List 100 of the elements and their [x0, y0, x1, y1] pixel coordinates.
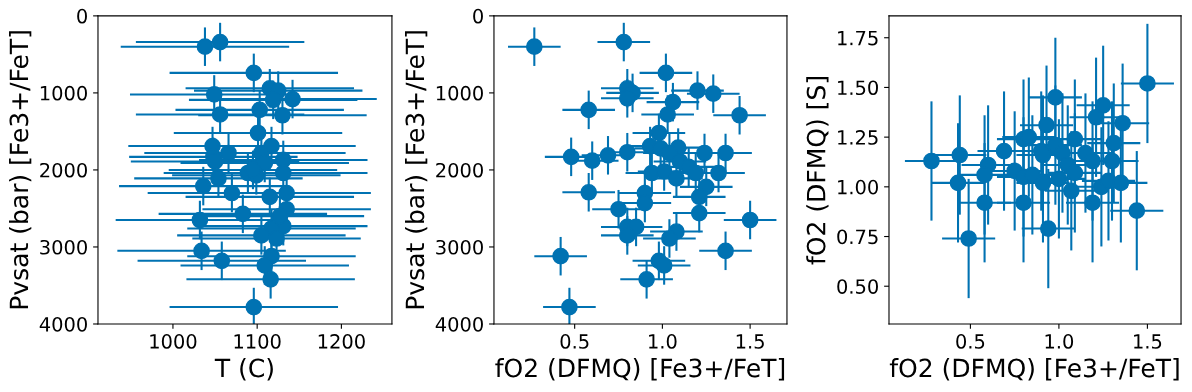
- point: [561, 298, 578, 316]
- point: [717, 144, 734, 162]
- point: [1112, 174, 1130, 192]
- point: [211, 33, 229, 51]
- point: [615, 33, 633, 51]
- point: [1087, 108, 1105, 126]
- point: [923, 152, 940, 170]
- x-tick-label: 1000: [150, 334, 197, 349]
- point: [213, 252, 231, 270]
- point: [1050, 170, 1068, 188]
- y-tick-label: 1.75: [838, 30, 878, 46]
- y-axis-title: Pvsat (bar) [Fe3+/FeT]: [9, 31, 32, 309]
- point: [278, 184, 295, 202]
- point: [1015, 194, 1032, 212]
- point: [995, 142, 1013, 160]
- point: [245, 64, 263, 82]
- point: [689, 82, 706, 99]
- y-axis-title: Pvsat (bar) [Fe3+/FeT]: [405, 31, 428, 309]
- point: [704, 85, 722, 103]
- y-tick-label: 0: [77, 8, 87, 24]
- y-tick-label: 1000: [436, 85, 483, 101]
- point: [196, 38, 214, 56]
- point: [1084, 152, 1101, 170]
- x-tick-label: 1.0: [1045, 334, 1074, 349]
- point: [274, 106, 291, 124]
- y-tick-label: 4000: [435, 316, 483, 332]
- point: [949, 174, 967, 192]
- point: [650, 124, 668, 142]
- point: [1084, 194, 1101, 212]
- point: [710, 164, 727, 182]
- point: [655, 163, 673, 180]
- y-tick-label: 3000: [436, 239, 483, 255]
- point: [211, 106, 229, 123]
- x-axis-title: fO2 (DFMQ) [Fe3+/FeT]: [889, 358, 1179, 381]
- point: [1038, 116, 1055, 134]
- point: [687, 164, 705, 182]
- point: [580, 183, 598, 201]
- point: [610, 200, 627, 218]
- x-axis-title: T (C): [214, 358, 273, 381]
- point: [976, 194, 993, 212]
- y-tick-label: 1.50: [838, 80, 878, 96]
- point: [284, 90, 301, 108]
- y-tick-label: 4000: [39, 316, 87, 332]
- point: [261, 188, 279, 206]
- point: [256, 257, 274, 274]
- point: [249, 124, 267, 142]
- point: [193, 242, 210, 260]
- point: [1066, 164, 1084, 182]
- point: [690, 204, 708, 222]
- point: [1128, 202, 1146, 220]
- point: [562, 148, 580, 166]
- point: [274, 164, 292, 182]
- point: [1139, 75, 1156, 92]
- y-tick-label: 0.75: [837, 229, 878, 245]
- x-tick-label: 1.5: [736, 334, 764, 349]
- point: [655, 257, 673, 274]
- point: [960, 230, 977, 247]
- point: [251, 101, 269, 119]
- point: [638, 270, 655, 288]
- point: [1047, 89, 1064, 106]
- point: [661, 230, 678, 247]
- point: [1094, 96, 1112, 114]
- point: [741, 211, 759, 229]
- point: [194, 177, 212, 195]
- x-tick-label: 0.5: [956, 334, 985, 349]
- point: [599, 146, 617, 164]
- y-tick-label: 2000: [436, 162, 483, 178]
- point: [618, 143, 636, 161]
- point: [731, 106, 748, 124]
- point: [1103, 152, 1121, 170]
- point: [1105, 134, 1123, 152]
- x-tick-label: 1200: [318, 334, 365, 349]
- point: [580, 101, 598, 119]
- x-tick-label: 1100: [234, 334, 281, 349]
- point: [1039, 220, 1057, 237]
- y-tick-label: 0.50: [837, 279, 878, 294]
- point: [1062, 182, 1080, 200]
- y-tick-label: 3000: [40, 239, 87, 255]
- point: [552, 247, 569, 265]
- point: [253, 227, 270, 244]
- x-tick-label: 1.5: [1134, 334, 1162, 349]
- x-axis-title: fO2 (DFMQ) [Fe3+/FeT]: [495, 358, 785, 381]
- y-axis-title: fO2 (DFMQ) [S]: [806, 77, 829, 265]
- point: [223, 184, 241, 202]
- y-tick-label: 1000: [40, 85, 87, 101]
- point: [659, 106, 676, 123]
- point: [951, 146, 969, 164]
- point: [205, 86, 223, 103]
- point: [657, 64, 675, 82]
- point: [525, 38, 543, 56]
- point: [268, 230, 285, 247]
- point: [1066, 130, 1084, 148]
- y-tick-label: 2000: [40, 162, 87, 178]
- point: [976, 166, 993, 184]
- point: [668, 170, 685, 187]
- point: [717, 242, 734, 260]
- point: [690, 188, 708, 206]
- point: [245, 298, 263, 316]
- point: [210, 170, 227, 187]
- y-tick-label: 0: [473, 8, 483, 24]
